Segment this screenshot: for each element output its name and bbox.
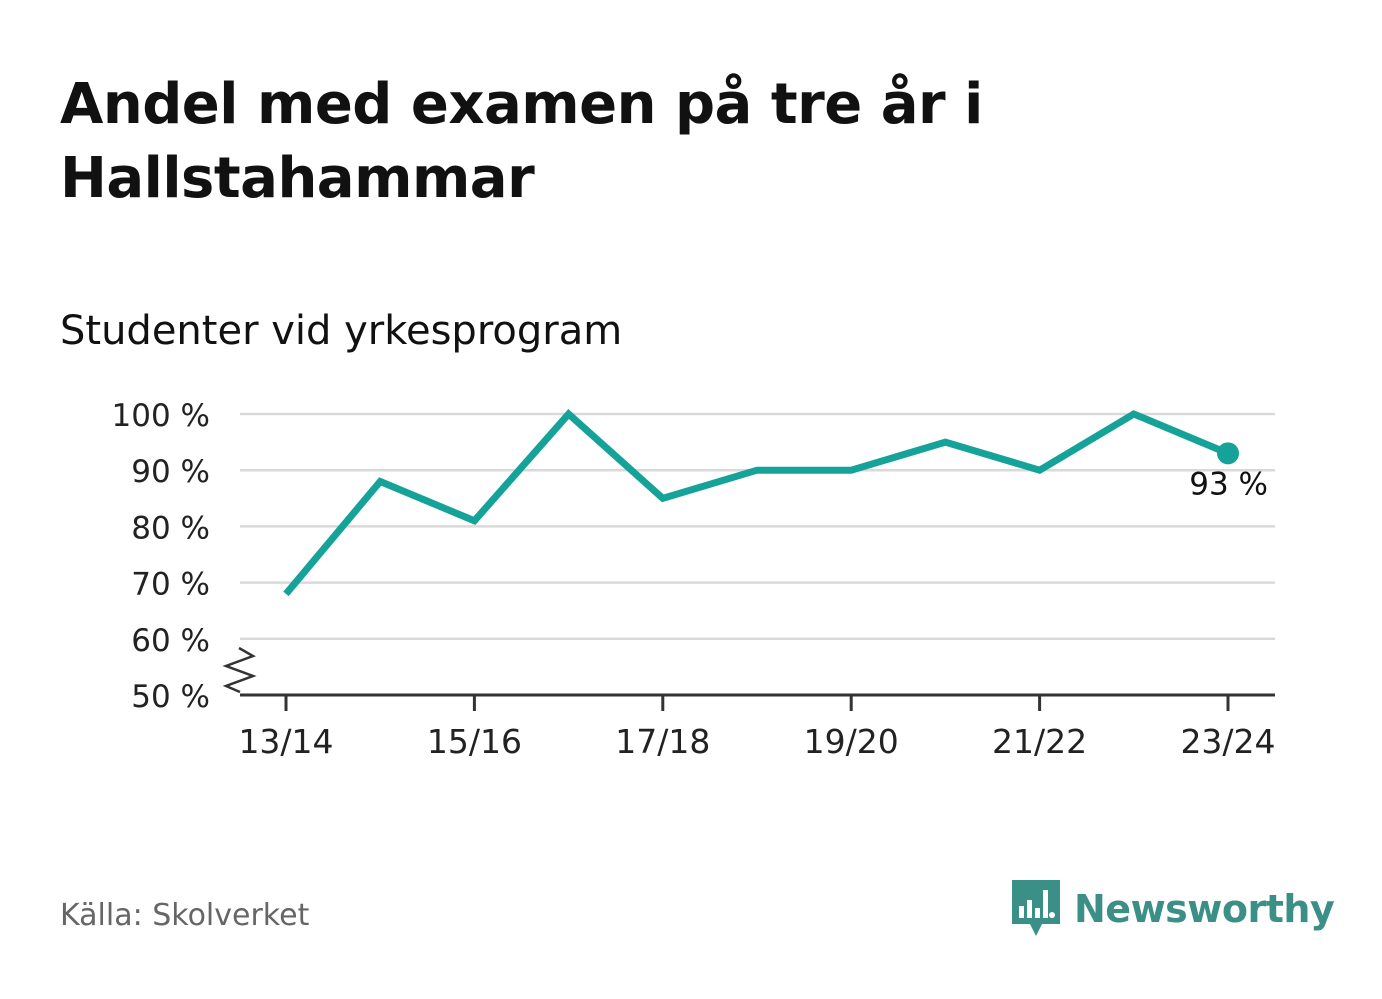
x-tick-label: 17/18	[615, 722, 710, 761]
series-line	[283, 409, 1230, 597]
x-tick-label: 23/24	[1180, 722, 1275, 761]
y-tick-label: 80 %	[131, 510, 210, 546]
last-point-marker	[1217, 442, 1239, 465]
series-group: 93 %	[283, 409, 1268, 597]
x-axis-labels: 13/14 15/16 17/18 19/20 21/22 23/24	[238, 722, 1275, 761]
x-tick-label: 15/16	[427, 722, 522, 761]
newsworthy-logo: Newsworthy	[1010, 878, 1335, 940]
y-tick-label: 70 %	[131, 567, 210, 603]
y-tick-label: 50 %	[131, 679, 210, 715]
x-tick-label: 21/22	[992, 722, 1087, 761]
grid-lines	[240, 412, 1275, 641]
axis-break-marker	[222, 646, 257, 694]
newsworthy-icon	[1012, 880, 1060, 936]
data-label: 93 %	[1189, 466, 1268, 502]
y-tick-label: 60 %	[131, 623, 210, 659]
y-axis-labels: 100 % 90 % 80 % 70 % 60 % 50 %	[112, 398, 210, 715]
chart-title: Andel med examen på tre år i Hallstahamm…	[60, 72, 983, 211]
brand-name: Newsworthy	[1074, 887, 1335, 931]
x-tick-label: 13/14	[238, 722, 333, 761]
x-tick-label: 19/20	[804, 722, 899, 761]
source-note: Källa: Skolverket	[60, 898, 310, 933]
y-tick-label: 100 %	[112, 398, 210, 434]
chart-subtitle: Studenter vid yrkesprogram	[60, 308, 623, 354]
y-tick-label: 90 %	[131, 454, 210, 490]
x-axis	[222, 646, 1275, 711]
